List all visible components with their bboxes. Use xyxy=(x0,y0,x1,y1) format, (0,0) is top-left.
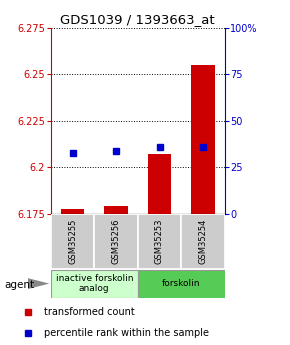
Bar xyxy=(148,154,171,214)
Bar xyxy=(104,206,128,214)
Text: forskolin: forskolin xyxy=(162,279,200,288)
Text: agent: agent xyxy=(4,280,35,289)
Text: inactive forskolin
analog: inactive forskolin analog xyxy=(55,274,133,294)
Bar xyxy=(138,270,225,298)
Text: GSM35253: GSM35253 xyxy=(155,219,164,264)
Bar xyxy=(181,214,225,269)
Text: GSM35256: GSM35256 xyxy=(111,219,121,264)
Bar xyxy=(191,65,215,214)
Bar xyxy=(61,209,84,214)
Text: GSM35255: GSM35255 xyxy=(68,219,77,264)
Polygon shape xyxy=(28,278,49,289)
Bar xyxy=(138,214,181,269)
Text: transformed count: transformed count xyxy=(44,307,135,317)
Title: GDS1039 / 1393663_at: GDS1039 / 1393663_at xyxy=(60,13,215,27)
Bar xyxy=(51,214,94,269)
Bar xyxy=(94,214,138,269)
Text: GSM35254: GSM35254 xyxy=(198,219,208,264)
Text: percentile rank within the sample: percentile rank within the sample xyxy=(44,328,209,338)
Bar xyxy=(51,270,138,298)
